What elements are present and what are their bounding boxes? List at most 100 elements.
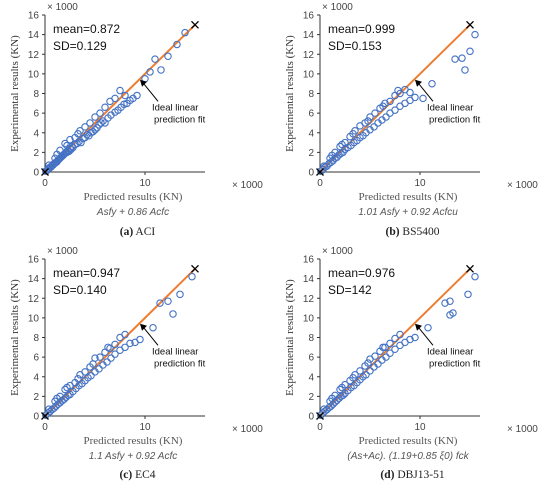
data-point bbox=[116, 86, 124, 95]
y-tick-label: 14 bbox=[28, 30, 40, 41]
chart-panel-dbj13-51: 0 2 4 6 8 10 12 14 16 0 10 × 1000 × 1000 Experimental… bbox=[275, 244, 550, 488]
data-point bbox=[87, 372, 95, 380]
data-point bbox=[181, 28, 189, 37]
annotation-text-line1: Ideal linear bbox=[427, 346, 473, 357]
data-point bbox=[379, 343, 387, 352]
data-point bbox=[320, 405, 328, 413]
data-point bbox=[391, 106, 399, 114]
formula-label: 1.01 Asfy + 0.92 Acfcu bbox=[358, 207, 458, 218]
y-tick-label: 0 bbox=[308, 168, 314, 179]
x-axis-multiplier: × 1000 bbox=[232, 424, 263, 435]
annotation-text-line1: Ideal linear bbox=[427, 102, 473, 113]
data-point bbox=[364, 359, 372, 367]
x-tick-label: 10 bbox=[414, 178, 426, 189]
caption-aci: (a) ACI bbox=[0, 226, 275, 238]
data-point bbox=[50, 404, 58, 412]
y-tick-label: 4 bbox=[33, 372, 39, 383]
x-marker-stroke bbox=[466, 264, 474, 273]
data-point bbox=[173, 40, 181, 49]
data-point bbox=[104, 343, 112, 352]
formula-label: (As+Ac). (1.19+0.85 ξ0) fck bbox=[347, 451, 469, 462]
mean-label: mean=0.872 bbox=[53, 22, 120, 36]
data-point bbox=[103, 358, 111, 366]
y-tick-label: 8 bbox=[33, 333, 39, 344]
data-point bbox=[61, 385, 69, 394]
data-point bbox=[441, 299, 449, 307]
y-axis-multiplier: × 1000 bbox=[322, 246, 353, 257]
data-point bbox=[111, 340, 119, 349]
origin-x-marker bbox=[316, 168, 324, 176]
data-point bbox=[157, 66, 165, 74]
y-tick-label: 2 bbox=[308, 148, 314, 159]
data-point bbox=[97, 119, 105, 127]
data-point bbox=[121, 330, 129, 339]
annotation-arrow-line bbox=[142, 326, 159, 346]
data-point bbox=[371, 352, 379, 360]
data-point bbox=[327, 402, 335, 410]
data-point bbox=[335, 151, 343, 159]
data-point bbox=[63, 383, 71, 392]
x-axis-title: Predicted results (KN) bbox=[84, 435, 183, 447]
x-tick-label: 10 bbox=[139, 422, 151, 433]
caption-name: ACI bbox=[135, 226, 156, 238]
annotation-text-line2: prediction fit bbox=[429, 358, 481, 369]
data-point bbox=[101, 103, 109, 111]
caption-name: EC4 bbox=[135, 469, 156, 481]
x-marker-stroke bbox=[316, 412, 324, 420]
data-point bbox=[356, 367, 364, 375]
data-point bbox=[424, 323, 432, 332]
data-point bbox=[336, 385, 344, 394]
y-tick-label: 6 bbox=[33, 109, 39, 120]
data-point bbox=[374, 360, 382, 368]
y-tick-label: 16 bbox=[28, 11, 40, 22]
annotation-text-line2: prediction fit bbox=[154, 114, 206, 125]
y-axis-title: Experimental results (KN) bbox=[9, 35, 21, 152]
data-point bbox=[458, 54, 466, 62]
data-point bbox=[327, 158, 335, 166]
x-tick-label: 10 bbox=[139, 178, 151, 189]
caption-bs5400: (b) BS5400 bbox=[275, 226, 550, 238]
data-point bbox=[471, 30, 479, 39]
caption-name: BS5400 bbox=[402, 226, 440, 238]
scatter-plot-svg: 0 2 4 6 8 10 12 14 16 0 10 × 1000 × 1000 Experimental… bbox=[9, 2, 263, 218]
ideal-end-x-marker bbox=[191, 264, 199, 273]
x-axis-title: Predicted results (KN) bbox=[359, 435, 458, 447]
data-point bbox=[386, 97, 394, 106]
data-point bbox=[156, 299, 164, 307]
data-point bbox=[320, 162, 328, 170]
annotation-arrow-line bbox=[417, 326, 434, 346]
y-tick-label: 4 bbox=[308, 372, 314, 383]
x-tick-label: 0 bbox=[317, 422, 323, 433]
scatter-plot-svg: 0 2 4 6 8 10 12 14 16 0 10 × 1000 × 1000 Experimental… bbox=[9, 246, 263, 462]
origin-x-marker bbox=[41, 168, 49, 176]
origin-x-marker bbox=[41, 412, 49, 420]
data-point bbox=[61, 139, 69, 148]
y-tick-label: 14 bbox=[28, 274, 40, 285]
data-point bbox=[349, 129, 357, 138]
y-axis-multiplier: × 1000 bbox=[322, 2, 353, 13]
y-tick-label: 4 bbox=[308, 128, 314, 139]
caption-letter: (d) bbox=[380, 469, 395, 481]
data-point bbox=[89, 128, 97, 136]
formula-label: 1.1 Asfy + 0.92 Acfc bbox=[89, 451, 177, 462]
data-point bbox=[63, 141, 71, 150]
data-point bbox=[91, 113, 99, 121]
data-point bbox=[328, 151, 336, 160]
chart-panel-aci: 0 2 4 6 8 10 12 14 16 0 10 × 1000 × 1000 Experimental… bbox=[0, 0, 275, 244]
data-point bbox=[66, 135, 74, 144]
data-point bbox=[391, 334, 399, 343]
data-point bbox=[446, 311, 454, 319]
data-point bbox=[86, 119, 94, 127]
annotation-arrow-line bbox=[417, 82, 434, 102]
x-tick-label: 0 bbox=[317, 178, 323, 189]
data-point bbox=[333, 153, 341, 162]
y-tick-label: 16 bbox=[28, 255, 40, 266]
x-tick-label: 10 bbox=[414, 422, 426, 433]
y-tick-label: 10 bbox=[303, 313, 315, 324]
y-tick-label: 12 bbox=[28, 50, 40, 61]
data-point bbox=[328, 394, 336, 403]
ideal-end-x-marker bbox=[466, 264, 474, 273]
data-point bbox=[89, 360, 97, 368]
data-point bbox=[176, 290, 184, 299]
formula-label: Asfy + 0.86 Acfc bbox=[96, 207, 169, 218]
